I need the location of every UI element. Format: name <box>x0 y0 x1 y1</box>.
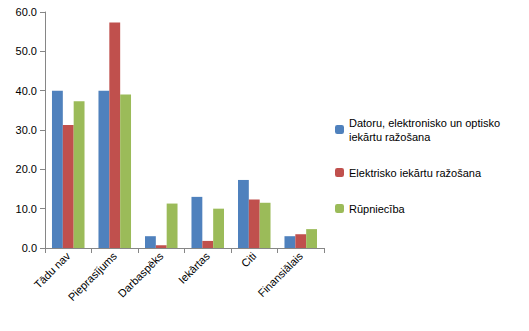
svg-text:Finansiālais: Finansiālais <box>255 249 305 299</box>
svg-text:40.0: 40.0 <box>16 85 37 97</box>
svg-text:Iekārtas: Iekārtas <box>176 249 212 285</box>
svg-text:iekārtu ražošana: iekārtu ražošana <box>349 131 431 143</box>
svg-text:Datoru, elektronisko un optisk: Datoru, elektronisko un optisko <box>349 117 503 129</box>
svg-text:0.0: 0.0 <box>22 242 37 254</box>
svg-text:20.0: 20.0 <box>16 163 37 175</box>
svg-text:Citi: Citi <box>239 250 259 270</box>
svg-text:Tādu nav: Tādu nav <box>32 249 73 290</box>
svg-text:Elektrisko iekārtu ražošana: Elektrisko iekārtu ražošana <box>349 167 482 179</box>
svg-text:Darbaspēks: Darbaspēks <box>116 249 166 299</box>
svg-text:Rūpniecība: Rūpniecība <box>349 203 406 215</box>
svg-text:60.0: 60.0 <box>16 6 37 18</box>
svg-text:30.0: 30.0 <box>16 124 37 136</box>
svg-text:Pieprasījums: Pieprasījums <box>66 249 120 303</box>
svg-text:50.0: 50.0 <box>16 45 37 57</box>
svg-text:10.0: 10.0 <box>16 203 37 215</box>
